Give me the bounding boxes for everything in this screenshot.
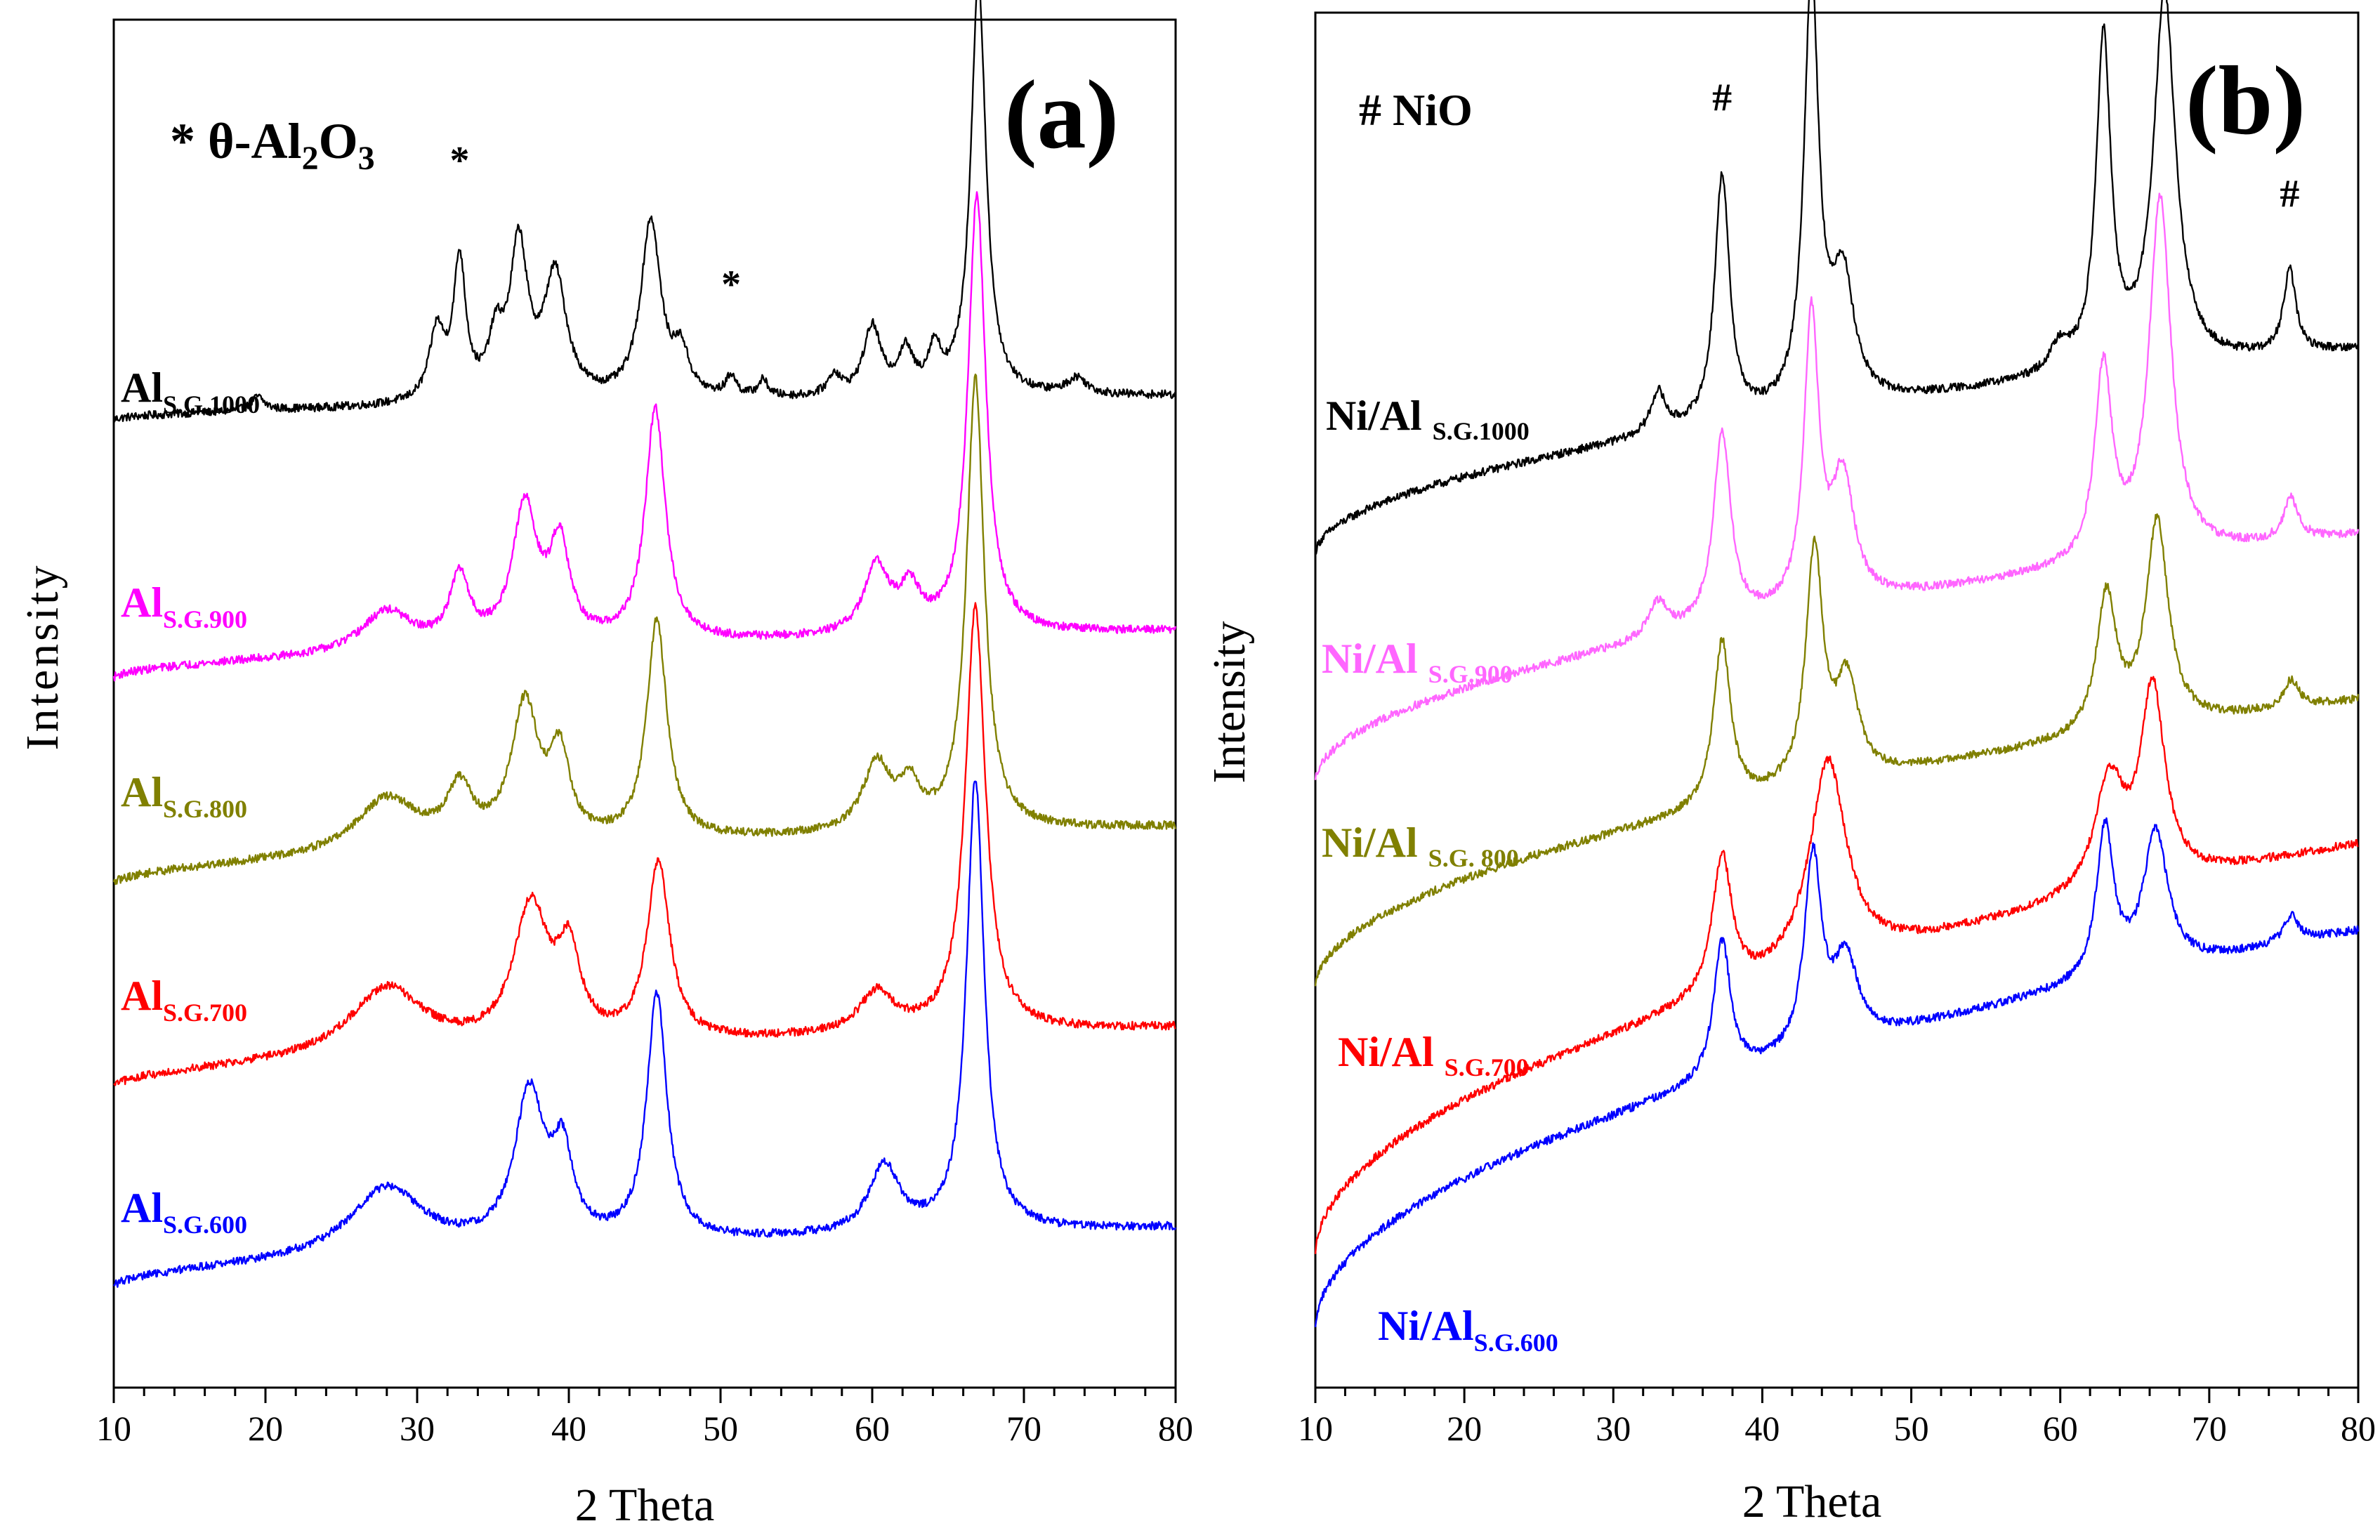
series-label-al-800-sub: S.G.800: [163, 795, 247, 823]
series-label-nial-700-main: Ni/Al: [1338, 1029, 1445, 1075]
x-tick-label: 60: [2043, 1409, 2078, 1448]
x-tick-label: 50: [1894, 1409, 1929, 1448]
series-label-nial-600: Ni/AlS.G.600: [1378, 1303, 1558, 1357]
series-label-al-900-main: Al: [121, 579, 163, 626]
phase-marker: *: [449, 139, 469, 183]
series-label-al-700-sub: S.G.700: [163, 999, 247, 1027]
series-label-al-800-main: Al: [121, 769, 163, 815]
series-line-ni-al-s-g-900: [1314, 192, 2360, 780]
x-tick-label: 30: [1596, 1409, 1631, 1448]
series-label-nial-1000-sub: S.G.1000: [1433, 417, 1530, 445]
series-line-ni-al-s-g-800: [1314, 513, 2360, 987]
series-label-al-700-main: Al: [121, 973, 163, 1019]
series-label-al-600: AlS.G.600: [121, 1185, 247, 1239]
x-tick-label: 20: [248, 1409, 283, 1448]
series-label-nial-700-sub: S.G.700: [1445, 1053, 1529, 1081]
x-axis-ticks-a: 10 20 30 40 50 60 70 80: [96, 1388, 1193, 1448]
series-label-nial-900: Ni/Al S.G.900: [1322, 636, 1513, 688]
x-axis-title-b: 2 Theta: [1742, 1476, 1882, 1527]
legend-a-mid: O: [319, 113, 358, 169]
series-line-ni-al-s-g-600: [1314, 817, 2360, 1327]
y-axis-title-b: Intensity: [1204, 621, 1255, 784]
x-tick-label: 30: [400, 1409, 435, 1448]
x-axis-ticks-b: 10 20 30 40 50 60 70 80: [1298, 1388, 2376, 1448]
series-label-nial-900-sub: S.G.900: [1428, 660, 1513, 688]
panel-label-b: (b): [2185, 46, 2306, 155]
series-label-nial-800-main: Ni/Al: [1322, 820, 1428, 866]
x-tick-label: 40: [1744, 1409, 1780, 1448]
plot-frame-a: [112, 18, 1177, 1389]
legend-theta-alumina: * θ-Al2O3: [170, 113, 375, 177]
x-tick-label: 80: [2341, 1409, 2376, 1448]
series-label-nial-600-sub: S.G.600: [1474, 1329, 1558, 1357]
series-label-al-1000-sub: S.G.1000: [163, 390, 260, 419]
x-axis-title-a: 2 Theta: [575, 1480, 715, 1531]
series-line-ni-al-s-g-700: [1314, 676, 2359, 1254]
x-tick-label: 50: [703, 1409, 738, 1448]
series-label-nial-800-sub: S.G. 800: [1428, 844, 1519, 872]
series-label-nial-1000: Ni/Al S.G.1000: [1326, 393, 1530, 445]
x-tick-label: 80: [1158, 1409, 1193, 1448]
series-line-al-s-g-700: [113, 602, 1176, 1086]
series-label-nial-600-main: Ni/Al: [1378, 1303, 1474, 1349]
series-line-al-s-g-600: [113, 780, 1177, 1288]
series-label-al-600-main: Al: [121, 1185, 163, 1231]
phase-markers-a: **: [449, 139, 741, 306]
plot-frame-b: [1314, 11, 2360, 1389]
series-label-nial-800: Ni/Al S.G. 800: [1322, 820, 1519, 872]
series-label-al-1000: AlS.G.1000: [121, 364, 260, 419]
x-tick-label: 10: [96, 1409, 131, 1448]
legend-a-pre: * θ-Al: [170, 113, 302, 169]
panel-label-a: (a): [1004, 60, 1119, 169]
series-line-al-s-g-900: [112, 191, 1177, 682]
phase-marker: #: [2280, 172, 2299, 216]
series-label-al-900: AlS.G.900: [121, 579, 247, 633]
x-tick-label: 10: [1298, 1409, 1333, 1448]
series-label-al-800: AlS.G.800: [121, 769, 247, 823]
x-tick-label: 20: [1447, 1409, 1482, 1448]
series-line-al-s-g-1000: [112, 0, 1176, 423]
series-label-nial-1000-main: Ni/Al: [1326, 393, 1433, 439]
y-axis-title-a: Intensity: [17, 563, 68, 751]
series-line-al-s-g-800: [112, 374, 1177, 886]
x-tick-label: 70: [2192, 1409, 2227, 1448]
phase-markers-b: ####: [1712, 76, 2299, 216]
panel-a: 10 20 30 40 50 60 70 80 ** Intensity 2 Theta (a…: [17, 0, 1193, 1531]
x-tick-label: 60: [855, 1409, 890, 1448]
series-label-al-900-sub: S.G.900: [163, 605, 247, 633]
legend-a-sub1: 2: [302, 140, 319, 177]
series-label-nial-700: Ni/Al S.G.700: [1338, 1029, 1529, 1081]
series-label-al-1000-main: Al: [121, 364, 163, 411]
legend-nio: # NiO: [1359, 85, 1473, 135]
series-label-al-700: AlS.G.700: [121, 973, 247, 1027]
phase-marker: #: [1712, 76, 1732, 119]
series-line-ni-al-s-g-1000: [1315, 0, 2360, 555]
phase-marker: *: [721, 263, 741, 307]
series-label-al-600-sub: S.G.600: [163, 1211, 247, 1239]
x-tick-label: 40: [551, 1409, 586, 1448]
series-group-a: [112, 0, 1177, 1288]
legend-a-sub2: 3: [358, 140, 375, 177]
x-tick-label: 70: [1006, 1409, 1041, 1448]
series-label-nial-900-main: Ni/Al: [1322, 636, 1428, 682]
series-group-b: [1314, 0, 2360, 1327]
